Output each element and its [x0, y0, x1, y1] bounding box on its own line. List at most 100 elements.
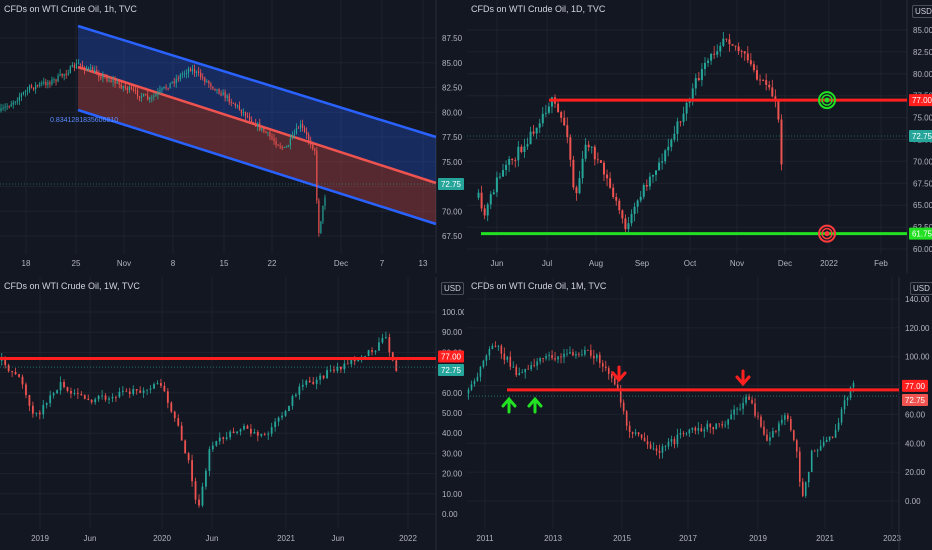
candle-body — [222, 437, 225, 439]
candle-body — [566, 125, 569, 138]
candle-body — [533, 365, 535, 366]
resistance-price-label-bg — [909, 94, 932, 107]
candle-body — [615, 196, 618, 201]
currency-label[interactable]: USD — [441, 282, 464, 295]
candle-body — [305, 380, 308, 385]
panel-1m[interactable]: 140.00120.00100.0080.0060.0040.0020.000.… — [467, 277, 932, 550]
candle-body — [159, 89, 161, 93]
candle-body — [539, 358, 541, 362]
last-price-label: 72.75 — [441, 180, 462, 189]
candle-body — [14, 101, 16, 103]
candle-body — [45, 81, 47, 86]
candle-body — [75, 63, 78, 68]
candle-body — [544, 112, 547, 114]
candle-body — [763, 426, 765, 435]
panel-title: CFDs on WTI Crude Oil, 1W, TVC — [4, 281, 140, 291]
candle-body — [6, 106, 8, 108]
x-tick-label: 2020 — [153, 534, 171, 543]
candle-body — [593, 355, 595, 359]
candle-body — [4, 357, 7, 366]
y-tick-label: 90.00 — [442, 328, 463, 337]
candle-body — [691, 427, 694, 430]
candle-body — [274, 421, 277, 428]
candle-body — [743, 51, 746, 54]
candle-body — [542, 358, 544, 359]
candle-body — [497, 345, 500, 347]
candle-body — [673, 439, 676, 445]
candle-body — [283, 147, 285, 148]
support-arrow-up — [501, 396, 517, 414]
candle-body — [71, 64, 73, 67]
candle-body — [257, 123, 259, 127]
candle-body — [730, 414, 732, 420]
candle-body — [138, 96, 141, 98]
candle-body — [545, 356, 547, 359]
candle-body — [547, 106, 550, 113]
candle-body — [81, 65, 84, 68]
chart-1m[interactable]: 140.00120.00100.0080.0060.0040.0020.000.… — [467, 277, 932, 550]
candle-body — [759, 79, 762, 81]
candle-body — [479, 366, 482, 377]
candle-body — [295, 394, 297, 396]
candle-body — [762, 80, 765, 81]
candle-body — [536, 361, 538, 366]
candle-body — [781, 419, 783, 424]
candle-body — [67, 73, 69, 75]
candle-body — [640, 434, 643, 438]
candle-body — [224, 92, 226, 98]
candle-body — [557, 103, 560, 113]
x-tick-label: 2019 — [749, 534, 767, 543]
panel-1d[interactable]: 85.0082.5080.0077.5075.0072.5070.0067.50… — [467, 0, 932, 273]
currency-label[interactable]: USD — [912, 5, 932, 18]
candle-body — [253, 432, 256, 434]
candle-body — [599, 354, 601, 364]
candle-body — [737, 46, 740, 52]
y-tick-label: 0.00 — [442, 510, 458, 519]
candle-body — [733, 409, 735, 415]
candle-body — [572, 352, 574, 356]
candle-body — [315, 379, 318, 384]
candle-body — [205, 470, 207, 487]
candle-body — [73, 393, 76, 394]
x-tick-label: 15 — [220, 259, 229, 268]
candle-body — [578, 178, 581, 194]
resistance-price-label: 77.00 — [905, 382, 926, 391]
candle-body — [281, 147, 283, 148]
candle-body — [83, 395, 86, 399]
candle-body — [581, 158, 584, 179]
candle-body — [102, 74, 104, 79]
y-tick-label: 82.50 — [442, 84, 463, 93]
candle-body — [244, 112, 247, 117]
candle-body — [679, 121, 682, 123]
candle-body — [719, 45, 722, 52]
chart-1d[interactable]: 85.0082.5080.0077.5075.0072.5070.0067.50… — [467, 0, 932, 273]
candle-body — [590, 146, 593, 148]
candle-body — [606, 174, 609, 179]
candle-body — [381, 338, 384, 343]
candle-body — [151, 97, 153, 98]
candle-body — [488, 349, 491, 356]
candle-body — [267, 433, 270, 435]
candle-body — [21, 376, 24, 385]
x-tick-label: 25 — [72, 259, 81, 268]
candle-body — [646, 441, 649, 445]
candle-body — [384, 337, 387, 339]
chart-1h[interactable]: 87.5085.0082.5080.0077.5075.0072.5070.00… — [0, 0, 464, 273]
candle-body — [134, 90, 137, 91]
candle-body — [275, 141, 277, 145]
candle-body — [166, 391, 169, 403]
candle-body — [518, 373, 521, 376]
candle-body — [28, 395, 31, 406]
candle-body — [664, 446, 667, 448]
candle-body — [143, 94, 145, 97]
currency-label[interactable]: USD — [910, 282, 932, 295]
panel-1w[interactable]: 100.0090.0080.0070.0060.0050.0040.0030.0… — [0, 277, 464, 550]
panel-1h[interactable]: 87.5085.0082.5080.0077.5075.0072.5070.00… — [0, 0, 464, 273]
candle-body — [12, 102, 14, 105]
candle-body — [816, 450, 819, 452]
candle-body — [500, 345, 503, 354]
candle-body — [220, 93, 222, 96]
candle-body — [161, 88, 163, 90]
chart-1w[interactable]: 100.0090.0080.0070.0060.0050.0040.0030.0… — [0, 277, 464, 550]
candle-body — [37, 85, 39, 87]
